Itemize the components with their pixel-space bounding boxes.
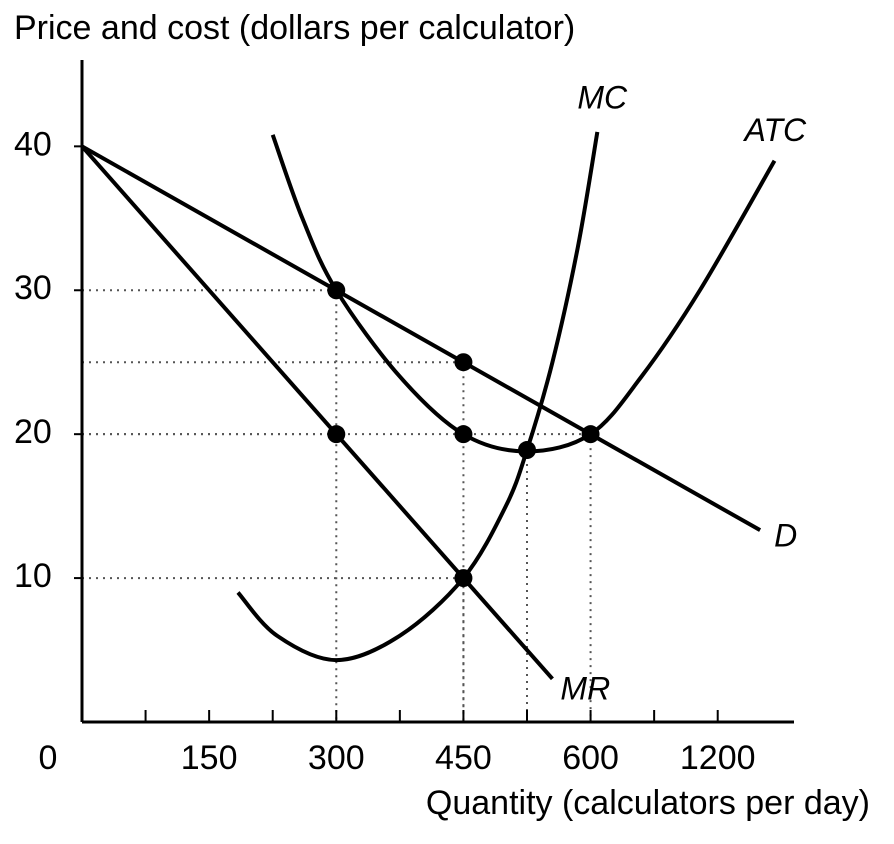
point bbox=[327, 281, 346, 300]
curve-label: MC bbox=[577, 79, 628, 115]
curve-label: D bbox=[774, 518, 797, 554]
curve-label: ATC bbox=[743, 112, 808, 148]
curve bbox=[236, 131, 600, 663]
x-tick-label: 0 bbox=[39, 739, 58, 777]
point bbox=[327, 425, 346, 444]
y-axis-title: Price and cost (dollars per calculator) bbox=[14, 9, 575, 47]
point bbox=[518, 441, 536, 460]
x-tick-label: 150 bbox=[181, 739, 238, 777]
x-tick-label: 450 bbox=[435, 739, 492, 777]
x-tick-label: 300 bbox=[308, 739, 365, 777]
x-tick-label: 1200 bbox=[680, 739, 756, 777]
curve bbox=[81, 144, 762, 532]
curve bbox=[270, 134, 777, 454]
y-tick-label: 20 bbox=[14, 413, 52, 451]
y-tick-label: 10 bbox=[14, 557, 52, 595]
x-tick-label: 600 bbox=[562, 739, 619, 777]
y-tick-label: 30 bbox=[14, 269, 52, 307]
x-axis-title: Quantity (calculators per day) bbox=[426, 784, 870, 822]
point bbox=[454, 353, 473, 372]
curve bbox=[80, 145, 554, 681]
curve-label: MR bbox=[560, 670, 610, 706]
point bbox=[581, 425, 600, 444]
point bbox=[454, 569, 473, 588]
point bbox=[454, 425, 473, 444]
y-tick-label: 40 bbox=[14, 125, 52, 163]
